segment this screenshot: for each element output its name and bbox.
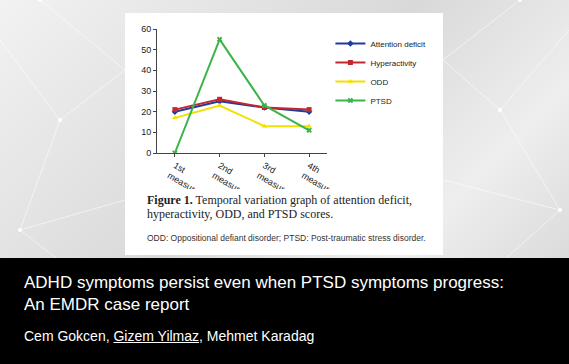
html-text:ODD: Oppositional defiant diso: ODD: Oppositional defiant disorder; PTSD… — [147, 233, 426, 243]
html-text:ADHD symptoms persist even whe: ADHD symptoms persist even when PTSD sym… — [24, 273, 504, 314]
svg-text:50: 50 — [141, 45, 151, 55]
svg-text:1stmeasurement: 1stmeasurement — [166, 160, 225, 189]
svg-text:2ndmeasurement: 2ndmeasurement — [211, 160, 270, 189]
svg-text:30: 30 — [141, 86, 151, 96]
svg-text:40: 40 — [141, 65, 151, 75]
html-text:Cem Gokcen, Gizem Yilmaz, Mehm: Cem Gokcen, Gizem Yilmaz, Mehmet Karadag — [24, 328, 315, 344]
svg-text:60: 60 — [141, 24, 151, 34]
svg-text:0: 0 — [146, 148, 151, 158]
svg-text:Hyperactivity: Hyperactivity — [370, 59, 416, 68]
svg-text:20: 20 — [141, 107, 151, 117]
svg-text:ODD: ODD — [370, 78, 388, 87]
html-text:Figure 1. Temporal variation g: Figure 1. Temporal variation graph of at… — [147, 193, 412, 221]
svg-text:10: 10 — [141, 127, 151, 137]
svg-text:PTSD: PTSD — [370, 97, 392, 106]
svg-text:3rdmeasurement: 3rdmeasurement — [255, 160, 314, 189]
svg-text:Attention deficit: Attention deficit — [370, 40, 425, 49]
svg-text:4thmeasurement: 4thmeasurement — [300, 160, 359, 189]
